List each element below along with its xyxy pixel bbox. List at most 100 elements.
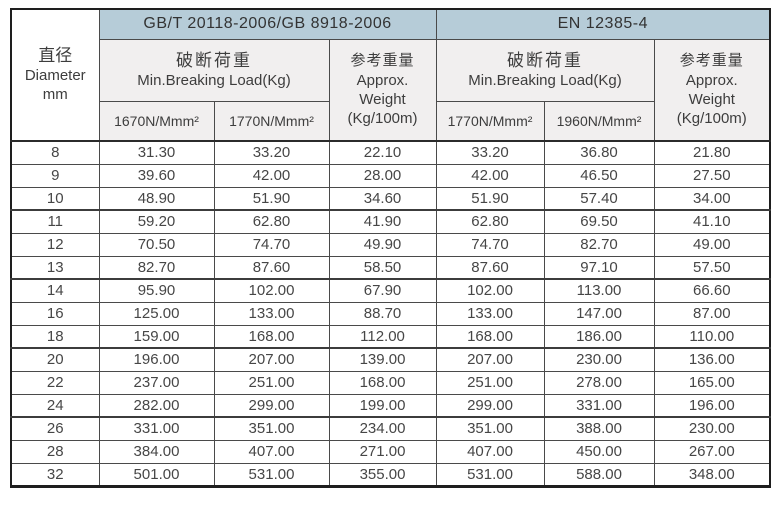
value-cell: 348.00 [653, 462, 771, 487]
table-row: 22 237.00 251.00 168.00 251.00 278.00 165.00 [10, 370, 771, 395]
grade-header-en-1960: 1960N/Mmm² [543, 100, 655, 142]
value-cell: 74.70 [213, 232, 330, 257]
table-row: 20 196.00 207.00 139.00 207.00 230.00 136.00 [10, 347, 771, 372]
value-cell: 66.60 [653, 278, 771, 303]
value-cell: 267.00 [653, 439, 771, 464]
table-row: 28 384.00 407.00 271.00 407.00 450.00 267.00 [10, 439, 771, 464]
value-cell: 139.00 [328, 347, 437, 372]
value-cell: 82.70 [543, 232, 655, 257]
table-row: 11 59.20 62.80 41.90 62.80 69.50 41.10 [10, 209, 771, 234]
weight-label-zh: 参考重量 [350, 52, 415, 70]
value-cell: 407.00 [435, 439, 545, 464]
value-cell: 49.90 [328, 232, 437, 257]
measure-row: 破断荷重 Min.Breaking Load(Kg) 参考重量 Approx. … [11, 38, 771, 142]
diameter-cell: 8 [10, 140, 100, 165]
value-cell: 70.50 [98, 232, 215, 257]
value-cell: 51.90 [213, 186, 330, 211]
table-row: 8 31.30 33.20 22.10 33.20 36.80 21.80 [10, 140, 771, 165]
table-row: 9 39.60 42.00 28.00 42.00 46.50 27.50 [10, 163, 771, 188]
value-cell: 62.80 [213, 209, 330, 234]
value-cell: 36.80 [543, 140, 655, 165]
value-cell: 58.50 [328, 255, 437, 280]
value-cell: 159.00 [98, 324, 215, 349]
value-cell: 41.10 [653, 209, 771, 234]
value-cell: 97.10 [543, 255, 655, 280]
value-cell: 207.00 [435, 347, 545, 372]
value-cell: 251.00 [435, 370, 545, 395]
diameter-cell: 18 [10, 324, 100, 349]
value-cell: 34.00 [653, 186, 771, 211]
value-cell: 102.00 [435, 278, 545, 303]
diameter-label-zh: 直径 [38, 46, 73, 66]
value-cell: 251.00 [213, 370, 330, 395]
value-cell: 351.00 [435, 416, 545, 441]
value-cell: 110.00 [653, 324, 771, 349]
value-cell: 125.00 [98, 301, 215, 326]
grade-header-gb-1770: 1770N/Mmm² [213, 100, 330, 142]
value-cell: 168.00 [328, 370, 437, 395]
diameter-cell: 32 [10, 462, 100, 487]
diameter-cell: 11 [10, 209, 100, 234]
value-cell: 22.10 [328, 140, 437, 165]
value-cell: 62.80 [435, 209, 545, 234]
breaking-load-label-en: Min.Breaking Load(Kg) [468, 71, 622, 89]
value-cell: 42.00 [435, 163, 545, 188]
value-cell: 51.90 [435, 186, 545, 211]
diameter-label-en: Diameter [24, 67, 86, 85]
weight-label-unit: (Kg/100m) [347, 109, 418, 127]
value-cell: 48.90 [98, 186, 215, 211]
table-row: 32 501.00 531.00 355.00 531.00 588.00 348.00 [10, 462, 771, 487]
value-cell: 39.60 [98, 163, 215, 188]
value-cell: 271.00 [328, 439, 437, 464]
breaking-load-label-zh: 破断荷重 [176, 51, 252, 71]
value-cell: 299.00 [435, 393, 545, 418]
diameter-cell: 12 [10, 232, 100, 257]
value-cell: 501.00 [98, 462, 215, 487]
diameter-cell: 22 [10, 370, 100, 395]
value-cell: 196.00 [98, 347, 215, 372]
value-cell: 42.00 [213, 163, 330, 188]
table-body: 8 31.30 33.20 22.10 33.20 36.80 21.80 9 39.60 42.… [10, 140, 771, 487]
value-cell: 82.70 [98, 255, 215, 280]
value-cell: 388.00 [543, 416, 655, 441]
value-cell: 27.50 [653, 163, 771, 188]
value-cell: 102.00 [213, 278, 330, 303]
value-cell: 28.00 [328, 163, 437, 188]
table-row: 24 282.00 299.00 199.00 299.00 331.00 196.00 [10, 393, 771, 418]
weight-label-approx: Approx. [685, 71, 738, 89]
standards-row: 直径 Diameter mm GB/T 20118-2006/GB 8918-2… [10, 8, 771, 142]
value-cell: 87.60 [435, 255, 545, 280]
diameter-cell: 16 [10, 301, 100, 326]
value-cell: 113.00 [543, 278, 655, 303]
value-cell: 384.00 [98, 439, 215, 464]
value-cell: 41.90 [328, 209, 437, 234]
value-cell: 186.00 [543, 324, 655, 349]
diameter-cell: 13 [10, 255, 100, 280]
value-cell: 588.00 [543, 462, 655, 487]
weight-label-weight: Weight [359, 90, 406, 108]
value-cell: 57.50 [653, 255, 771, 280]
value-cell: 237.00 [98, 370, 215, 395]
value-cell: 282.00 [98, 393, 215, 418]
weight-label-zh: 参考重量 [679, 52, 744, 70]
value-cell: 165.00 [653, 370, 771, 395]
value-cell: 95.90 [98, 278, 215, 303]
grade-header-en-1770: 1770N/Mmm² [435, 100, 545, 142]
diameter-header-cell: 直径 Diameter mm [10, 8, 100, 142]
value-cell: 168.00 [213, 324, 330, 349]
value-cell: 69.50 [543, 209, 655, 234]
value-cell: 33.20 [213, 140, 330, 165]
grades-row: 1670N/Mmm² 1770N/Mmm² 1770N/Mmm² 1960N/M… [11, 100, 770, 142]
value-cell: 67.90 [328, 278, 437, 303]
value-cell: 299.00 [213, 393, 330, 418]
value-cell: 207.00 [213, 347, 330, 372]
breaking-load-label-en: Min.Breaking Load(Kg) [137, 71, 291, 89]
wire-rope-spec-table: 直径 Diameter mm GB/T 20118-2006/GB 8918-2… [10, 8, 772, 488]
value-cell: 331.00 [543, 393, 655, 418]
value-cell: 351.00 [213, 416, 330, 441]
table-row: 18 159.00 168.00 112.00 168.00 186.00 110.00 [10, 324, 771, 349]
value-cell: 49.00 [653, 232, 771, 257]
value-cell: 88.70 [328, 301, 437, 326]
table-row: 14 95.90 102.00 67.90 102.00 113.00 66.60 [10, 278, 771, 303]
diameter-cell: 9 [10, 163, 100, 188]
